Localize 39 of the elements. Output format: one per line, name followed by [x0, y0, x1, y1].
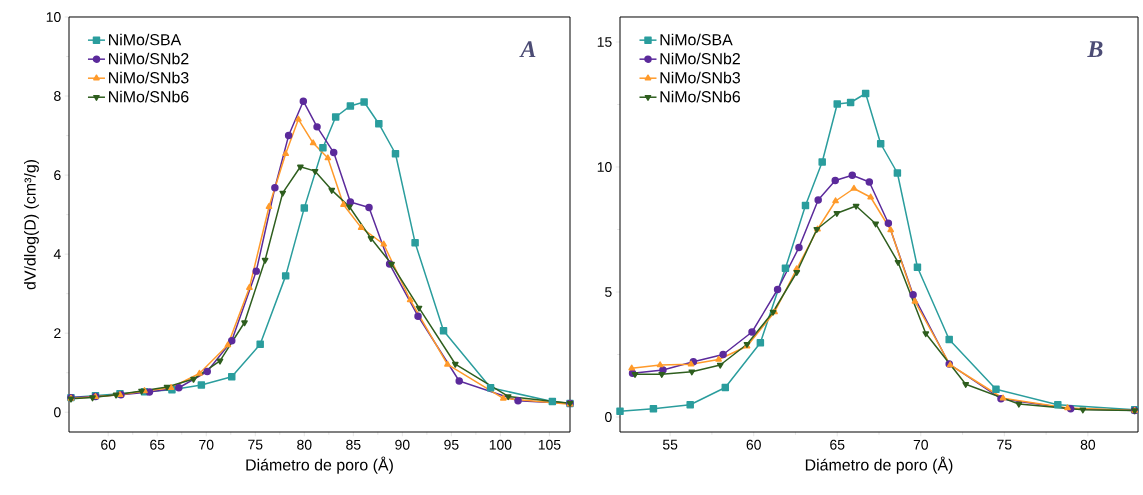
x-axis-title: Diámetro de poro (Å) [246, 456, 393, 474]
y-tick-label: 10 [597, 162, 612, 172]
legend-label: NiMo/SNb3 [109, 71, 189, 84]
annotation: A [519, 41, 536, 58]
y-tick-label: 4 [53, 249, 61, 259]
x-axis-title: Diámetro de poro (Å) [805, 456, 953, 474]
legend-label: NiMo/SNb2 [109, 52, 189, 65]
y-tick-label: 0 [605, 412, 612, 422]
x-tick-label: 80 [297, 439, 312, 450]
legend-label: NiMo/SNb6 [109, 90, 189, 103]
x-tick-label: 55 [662, 439, 678, 450]
x-tick-label: 80 [1080, 439, 1096, 450]
legend-label: NiMo/SNb2 [660, 52, 740, 65]
y-tick-label: 0 [54, 407, 61, 418]
x-tick-label: 70 [913, 439, 928, 450]
x-tick-label: 65 [150, 439, 165, 450]
x-tick-label: 85 [346, 439, 361, 450]
legend-label: NiMo/SNb6 [660, 90, 741, 103]
x-tick-label: 100 [489, 439, 512, 450]
x-tick-label: 60 [101, 439, 116, 450]
y-axis-title: dV/dlog(D) (cm³/g) [24, 159, 39, 290]
y-tick-label: 15 [597, 37, 612, 47]
x-tick-label: 105 [538, 439, 561, 450]
x-tick-label: 95 [444, 439, 459, 450]
legend-label: NiMo/SNb3 [660, 71, 741, 84]
y-tick-label: 2 [54, 328, 61, 339]
y-tick-label: 5 [605, 287, 612, 297]
x-tick-label: 70 [199, 439, 214, 450]
x-tick-label: 65 [830, 439, 845, 450]
legend-label: NiMo/SBA [109, 33, 182, 46]
x-tick-label: 75 [248, 439, 263, 450]
y-tick-label: 8 [54, 91, 61, 101]
legend-label: NiMo/SBA [660, 33, 733, 46]
x-tick-label: 75 [997, 439, 1012, 450]
y-tick-label: 10 [46, 12, 61, 22]
x-tick-label: 60 [746, 439, 761, 450]
x-tick-label: 90 [395, 439, 410, 450]
y-tick-label: 6 [54, 170, 61, 181]
annotation: B [1087, 41, 1103, 57]
